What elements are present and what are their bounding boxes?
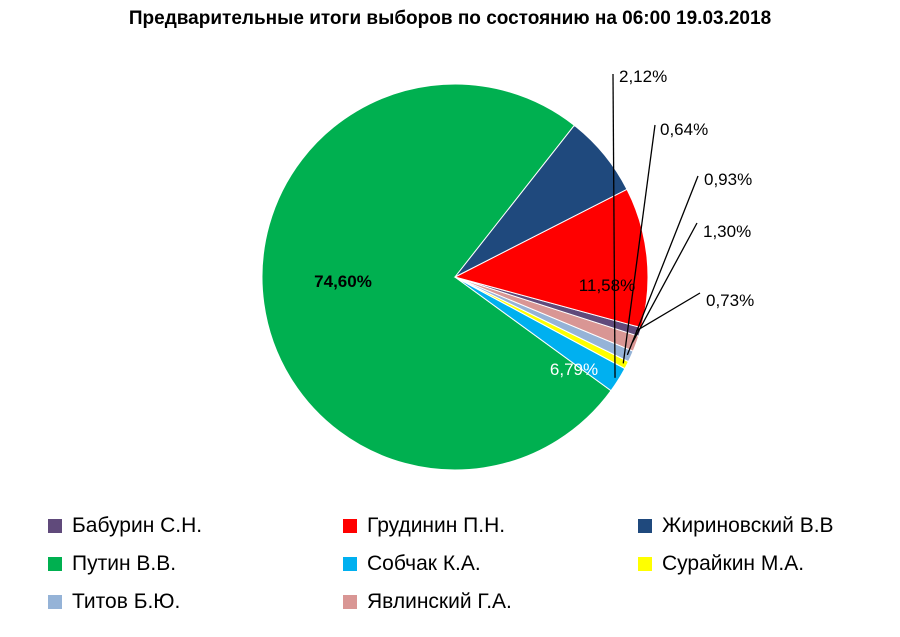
pie-slices bbox=[261, 83, 649, 471]
legend-swatch bbox=[343, 519, 357, 533]
leader-line-титов-б-ю bbox=[626, 175, 699, 356]
legend-swatch bbox=[638, 557, 652, 571]
legend-swatch bbox=[343, 557, 357, 571]
data-label-путин-в-в: 74,60% bbox=[314, 272, 372, 291]
legend-swatch bbox=[638, 519, 652, 533]
legend-label: Титов Б.Ю. bbox=[72, 590, 181, 613]
legend-item-сурайкин-м-а: Сурайкин М.А. bbox=[638, 552, 804, 576]
data-label-собчак-к-а: 2,12% bbox=[619, 67, 667, 86]
leader-line-собчак-к-а bbox=[612, 73, 616, 378]
legend-item-путин-в-в: Путин В.В. bbox=[48, 552, 176, 576]
label-leader-lines bbox=[612, 73, 701, 378]
legend-label: Явлинский Г.А. bbox=[367, 590, 512, 613]
legend-label: Бабурин С.Н. bbox=[72, 514, 203, 537]
legend-item-явлинский-г-а: Явлинский Г.А. bbox=[343, 590, 512, 614]
legend-item-жириновский-в-в: Жириновский В.В bbox=[638, 514, 834, 538]
leader-line-явлинский-г-а bbox=[631, 222, 698, 343]
pie-slice-путин-в-в bbox=[261, 83, 612, 471]
leader-line-сурайкин-м-а bbox=[622, 124, 656, 364]
legend-label: Жириновский В.В bbox=[662, 514, 834, 537]
legend-swatch bbox=[48, 519, 62, 533]
data-labels: 74,60% 2,12% 0,64% 0,93% 1,30% 0,73% 11,58% 6,7… bbox=[314, 67, 754, 379]
data-label-явлинский-г-а: 1,30% bbox=[703, 222, 751, 241]
legend-item-грудинин-п-н: Грудинин П.Н. bbox=[343, 514, 505, 538]
legend-swatch bbox=[48, 557, 62, 571]
legend-item-собчак-к-а: Собчак К.А. bbox=[343, 552, 481, 576]
data-label-титов-б-ю: 0,93% bbox=[704, 170, 752, 189]
data-label-бабурин-с-н: 0,73% bbox=[706, 291, 754, 310]
legend-swatch bbox=[343, 595, 357, 609]
legend-label: Путин В.В. bbox=[72, 552, 177, 575]
legend-swatch bbox=[48, 595, 62, 609]
legend-item-титов-б-ю: Титов Б.Ю. bbox=[48, 590, 180, 614]
leader-line-бабурин-с-н bbox=[635, 292, 701, 332]
pie-slice-жириновский-в-в bbox=[454, 124, 628, 278]
legend-label: Собчак К.А. bbox=[367, 552, 481, 575]
legend-label: Сурайкин М.А. bbox=[662, 552, 805, 575]
legend-item-бабурин-с-н: Бабурин С.Н. bbox=[48, 514, 202, 538]
chart-title: Предварительные итоги выборов по состоян… bbox=[128, 8, 772, 29]
data-label-грудинин-п-н: 11,58% bbox=[579, 276, 635, 295]
legend-label: Грудинин П.Н. bbox=[367, 514, 506, 537]
data-label-сурайкин-м-а: 0,64% bbox=[660, 120, 708, 139]
data-label-жириновский-в-в: 6,79% bbox=[550, 360, 598, 379]
pie-slice-грудинин-п-н bbox=[453, 188, 649, 329]
